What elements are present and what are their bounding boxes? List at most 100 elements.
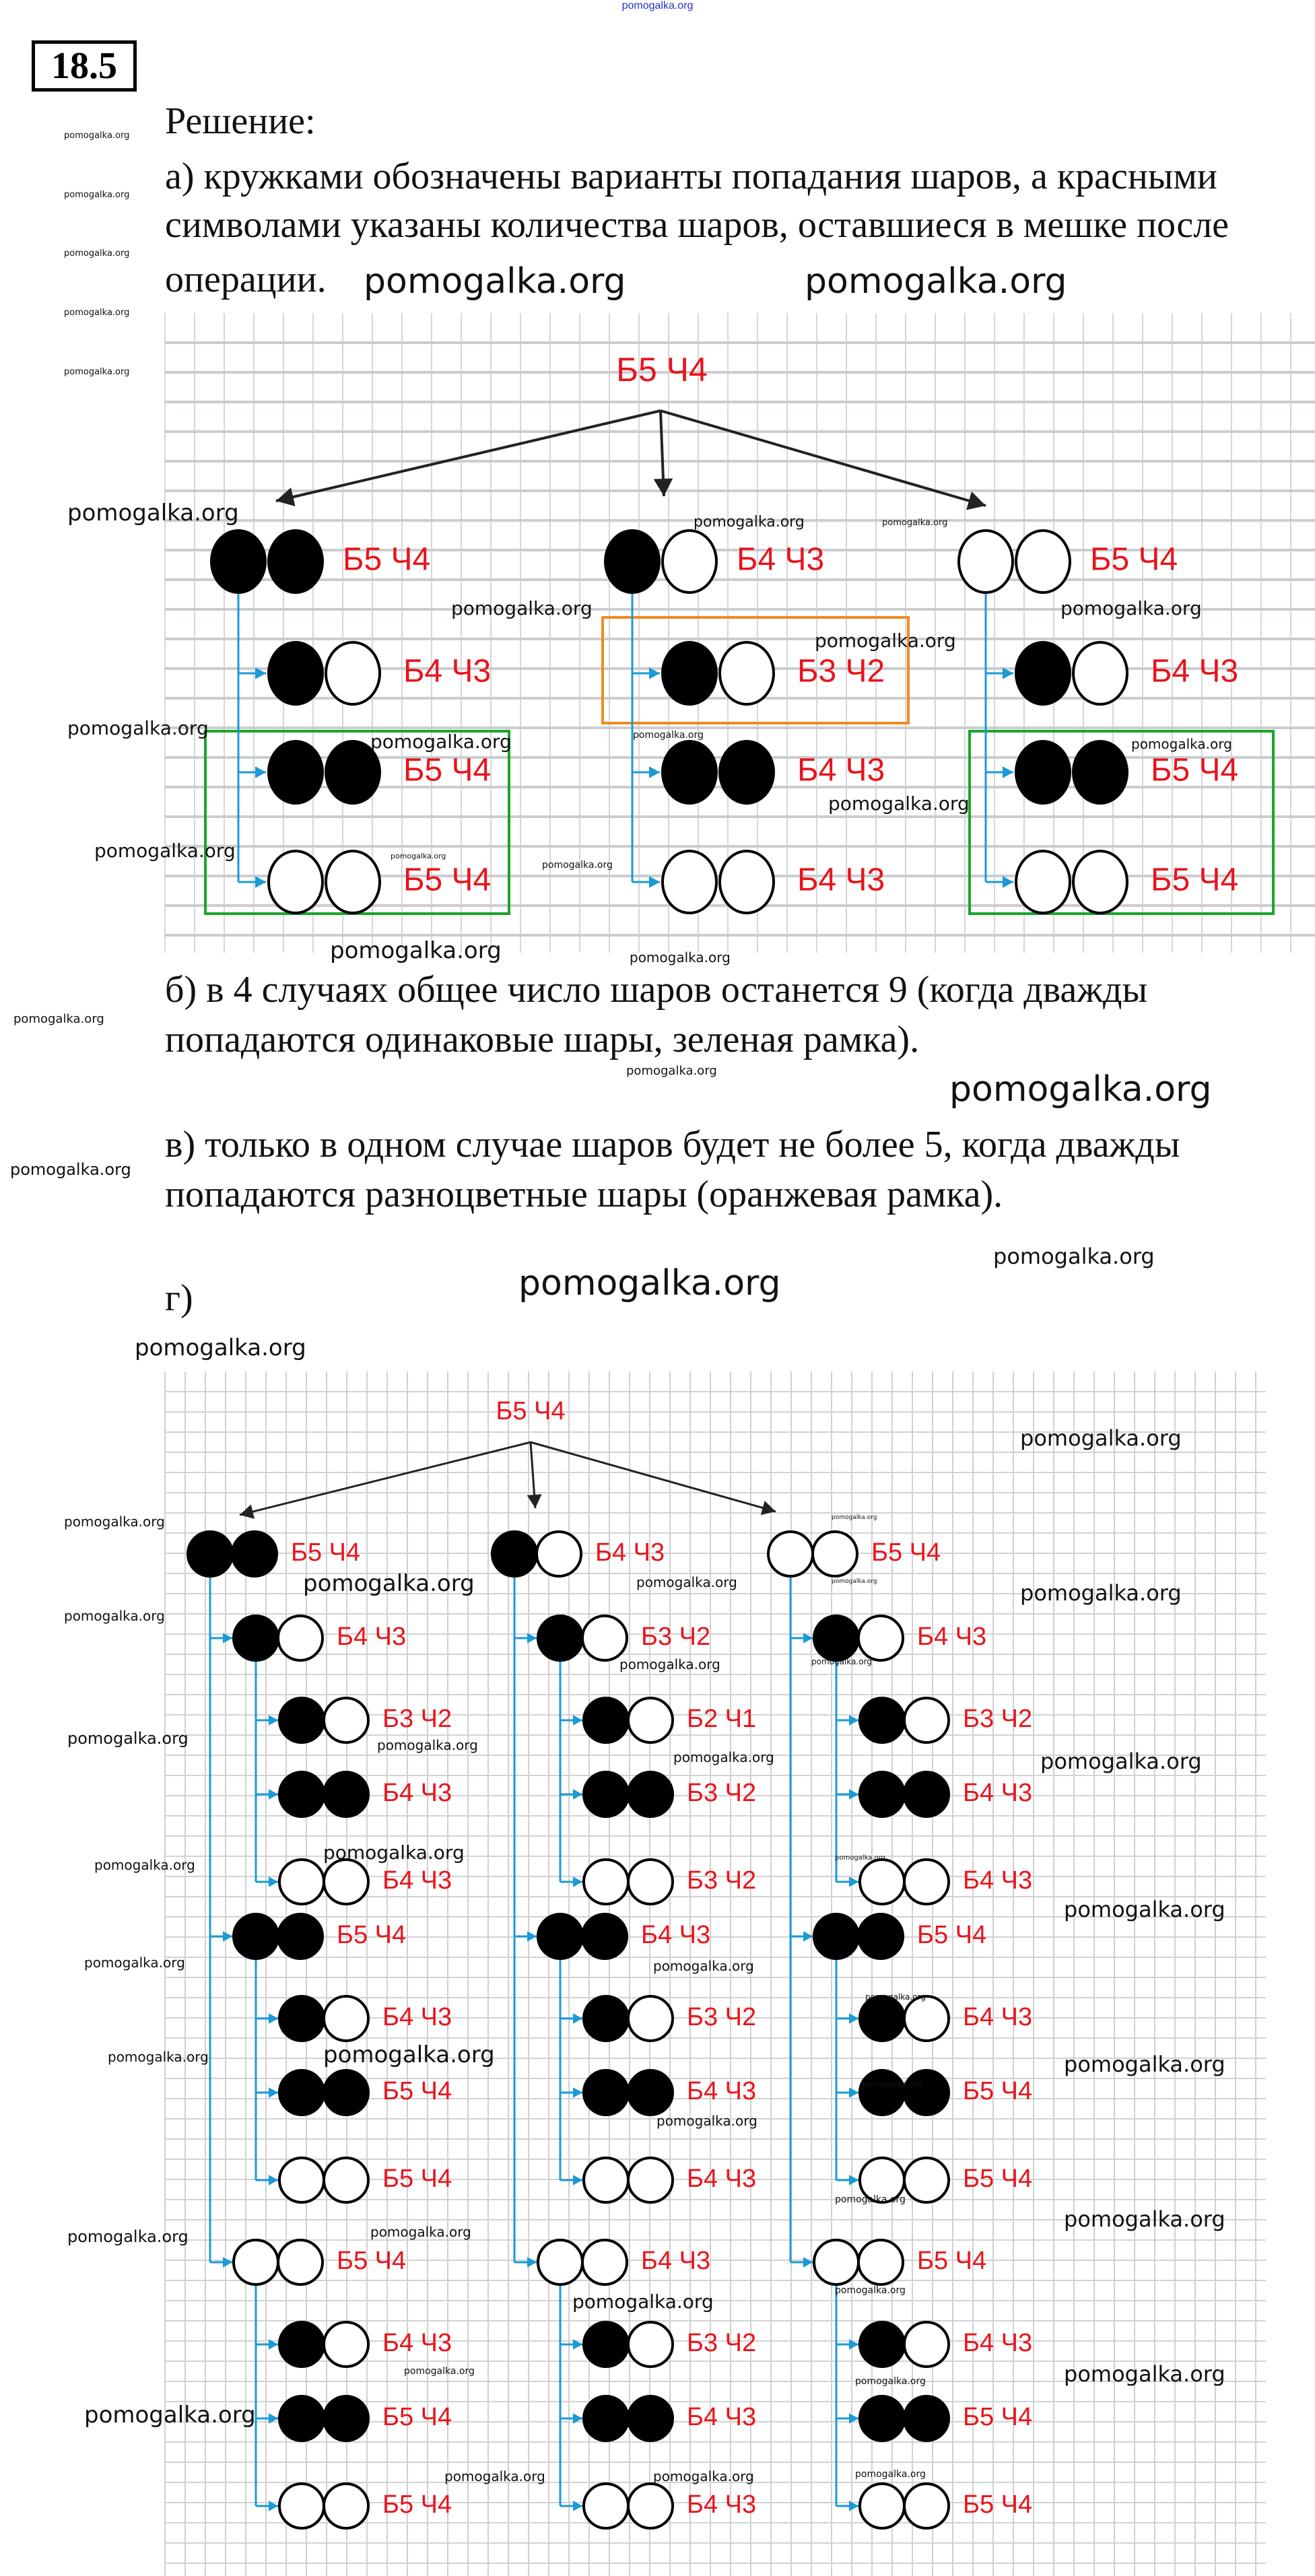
ball-count-label: Б4 Ч3 xyxy=(917,1623,986,1651)
connector-arrow-head xyxy=(803,1931,813,1942)
ball-count-label: Б3 Ч2 xyxy=(687,2329,756,2357)
part-b-line: б) в 4 случаях общее число шаров останет… xyxy=(165,969,1148,1011)
part-b-line: попадаются одинаковые шары, зеленая рамк… xyxy=(165,1019,920,1060)
site-watermark: pomogalka.org xyxy=(832,1514,877,1521)
white-ball xyxy=(323,1995,370,2042)
site-watermark: pomogalka.org xyxy=(323,2041,495,2068)
tree-arrow xyxy=(239,1441,531,1516)
white-ball xyxy=(903,2157,950,2204)
connector-arrow-head xyxy=(1003,766,1013,778)
site-watermark: pomogalka.org xyxy=(64,131,130,141)
ball-count-label: Б5 Ч4 xyxy=(963,2490,1032,2519)
ball-count-label: Б3 Ч2 xyxy=(687,1779,756,1807)
site-watermark: pomogalka.org xyxy=(370,731,512,753)
black-ball xyxy=(278,1995,325,2042)
white-ball xyxy=(903,1858,950,1905)
site-watermark: pomogalka.org xyxy=(673,1749,774,1765)
tree-arrow-head xyxy=(653,478,673,496)
connector-arrow-head xyxy=(255,766,266,778)
site-watermark: pomogalka.org xyxy=(1040,1749,1202,1774)
site-watermark: pomogalka.org xyxy=(1064,2361,1225,2387)
black-ball xyxy=(537,1913,584,1960)
site-watermark: pomogalka.org xyxy=(64,248,130,259)
part-c-line: попадаются разноцветные шары (оранжевая … xyxy=(165,1174,1003,1215)
white-ball xyxy=(661,850,718,914)
green-frame xyxy=(968,730,1275,915)
connector-arrow-head xyxy=(849,2413,858,2424)
site-watermark: pomogalka.org xyxy=(811,1657,872,1666)
site-watermark: pomogalka.org xyxy=(330,937,502,964)
connector-arrow-head xyxy=(573,2501,582,2511)
site-watermark: pomogalka.org xyxy=(1020,1580,1182,1606)
black-ball xyxy=(491,1530,538,1578)
ball-count-label: Б5 Ч4 xyxy=(917,1921,986,1949)
connector-arrow-head xyxy=(269,1789,278,1800)
connector-arrow-head xyxy=(573,2087,582,2098)
black-ball xyxy=(267,529,324,594)
connector-arrow-head xyxy=(527,1633,537,1643)
ball-count-label: Б3 Ч2 xyxy=(963,1705,1032,1733)
tree-arrow xyxy=(660,409,986,507)
black-ball xyxy=(858,1697,906,1744)
site-watermark: pomogalka.org xyxy=(84,1955,185,1971)
connector-arrow-head xyxy=(573,2413,582,2424)
white-ball xyxy=(537,2239,584,2286)
site-watermark: pomogalka.org xyxy=(694,514,805,531)
white-ball xyxy=(535,1530,582,1578)
part-c-line: в) только в одном случае шаров будет не … xyxy=(165,1124,1180,1165)
ball-count-label: Б4 Ч3 xyxy=(963,2329,1032,2357)
site-watermark: pomogalka.org xyxy=(1064,2206,1225,2232)
site-watermark: pomogalka.org xyxy=(636,1574,737,1590)
site-watermark: pomogalka.org xyxy=(835,1854,885,1862)
black-ball xyxy=(277,1913,324,1960)
site-watermark: pomogalka.org xyxy=(862,2080,922,2089)
connector-arrow-head xyxy=(649,667,660,679)
connector-arrow-head xyxy=(849,1876,858,1887)
ball-count-label: Б5 Ч4 xyxy=(917,2247,986,2275)
black-ball xyxy=(278,2069,325,2116)
site-watermark: pomogalka.org xyxy=(67,1729,189,1748)
black-ball xyxy=(627,2069,674,2116)
black-ball xyxy=(278,2395,325,2442)
site-watermark: pomogalka.org xyxy=(626,1064,717,1078)
site-watermark: pomogalka.org xyxy=(805,261,1067,302)
orange-frame xyxy=(601,616,910,724)
tree-arrow-head xyxy=(966,491,986,510)
connector-arrow-head xyxy=(223,2257,232,2268)
site-watermark: pomogalka.org xyxy=(94,840,236,862)
ball-count-label: Б4 Ч3 xyxy=(595,1538,665,1567)
ball-count-label: Б5 Ч4 xyxy=(403,753,491,788)
site-watermark: pomogalka.org xyxy=(64,308,130,318)
ball-count-label: Б5 Ч4 xyxy=(1151,862,1238,898)
black-ball xyxy=(858,1771,906,1818)
site-watermark: pomogalka.org xyxy=(633,730,704,741)
connector-arrow-head xyxy=(223,1633,232,1643)
ball-count-label: Б4 Ч3 xyxy=(963,1866,1032,1895)
site-watermark: pomogalka.org xyxy=(370,2224,471,2240)
ball-count-label: Б5 Ч4 xyxy=(616,351,708,388)
white-ball xyxy=(323,2482,370,2530)
white-ball xyxy=(277,2239,324,2286)
ball-count-label: Б4 Ч3 xyxy=(382,1866,452,1895)
ball-count-label: Б4 Ч3 xyxy=(687,2165,756,2193)
solution-heading: Решение: xyxy=(165,100,316,142)
black-ball xyxy=(582,1697,630,1744)
ball-count-label: Б5 Ч4 xyxy=(963,2165,1032,2193)
site-watermark: pomogalka.org xyxy=(84,2402,256,2429)
white-ball xyxy=(1072,641,1128,706)
ball-count-label: Б5 Ч4 xyxy=(963,2077,1032,2105)
black-ball xyxy=(582,2321,630,2368)
black-ball xyxy=(604,529,661,594)
white-ball xyxy=(278,2482,325,2530)
site-watermark: pomogalka.org xyxy=(656,2113,757,2129)
ball-count-label: Б5 Ч4 xyxy=(1151,753,1238,788)
connector-arrow-head xyxy=(849,2013,858,2024)
site-watermark: pomogalka.org xyxy=(13,1012,104,1026)
site-watermark: pomogalka.org xyxy=(364,261,626,302)
white-ball xyxy=(267,850,324,914)
black-ball xyxy=(278,2321,325,2368)
ball-count-label: Б4 Ч3 xyxy=(687,2077,756,2105)
site-watermark: pomogalka.org xyxy=(323,1841,465,1864)
white-ball xyxy=(858,2482,906,2530)
